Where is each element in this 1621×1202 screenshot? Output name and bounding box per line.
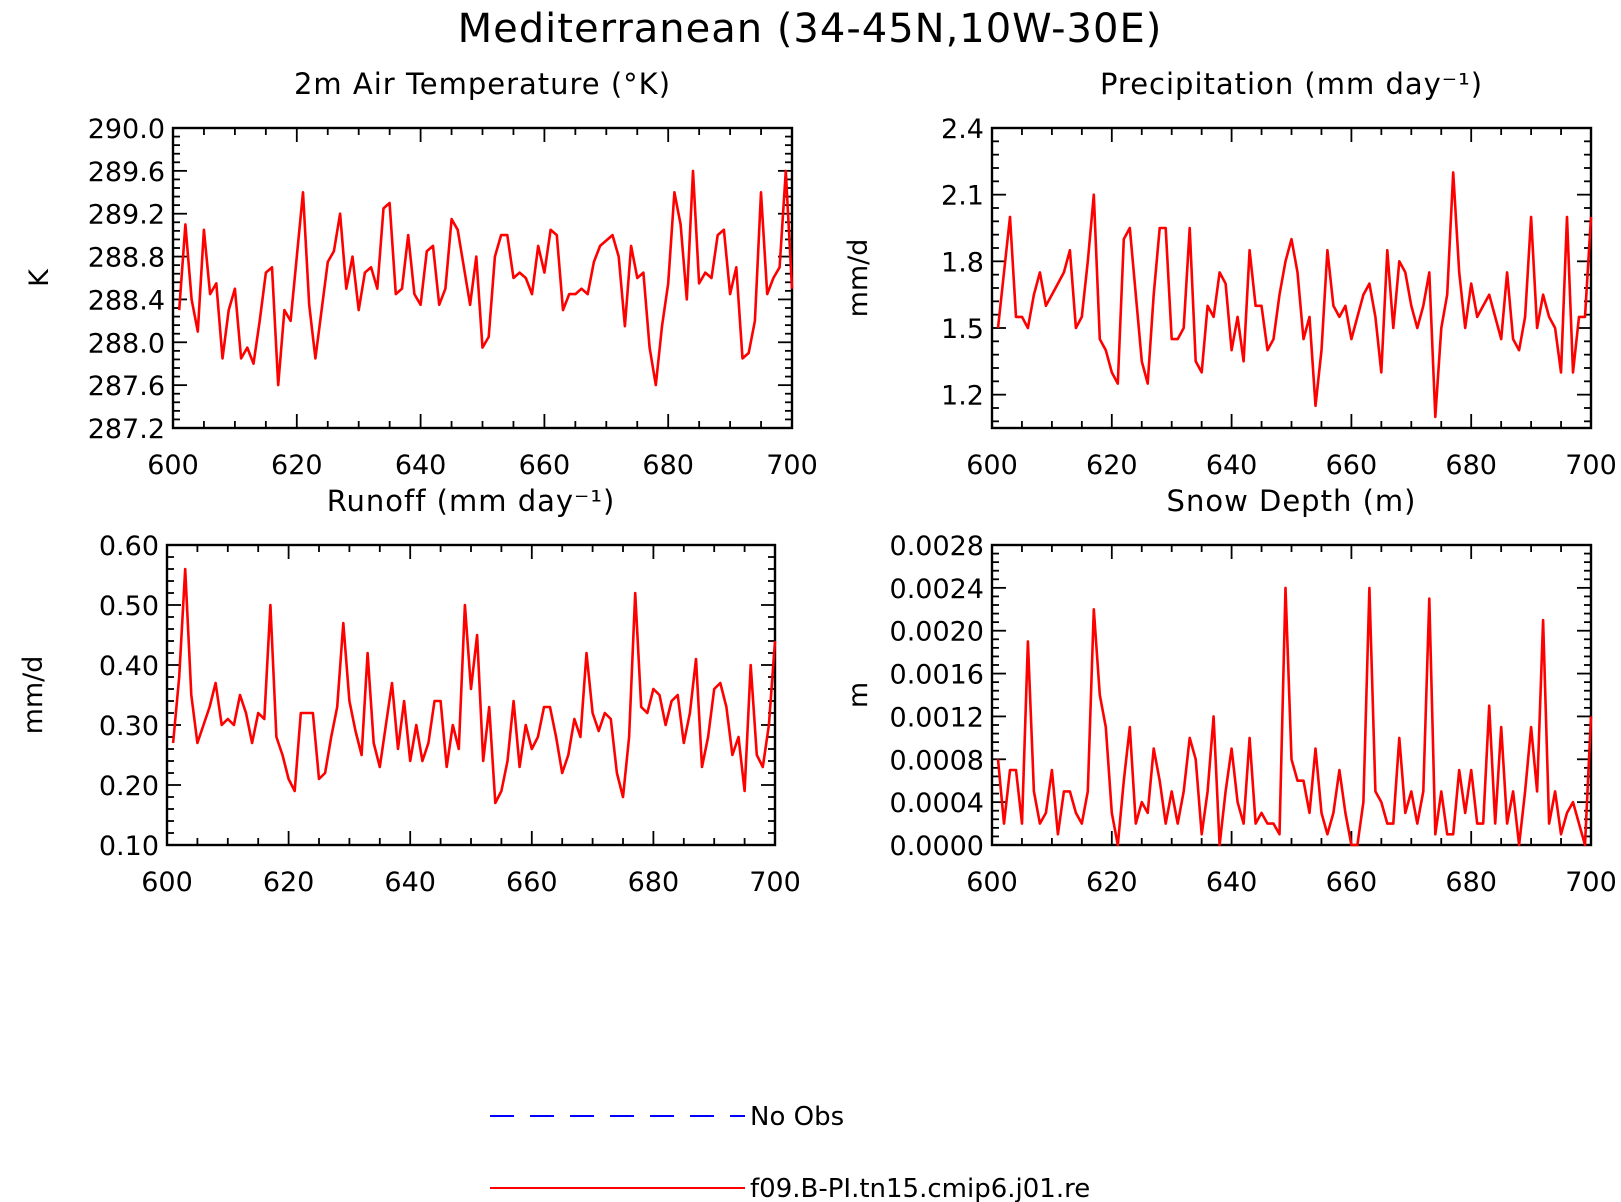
y-tick-label: 0.10 — [99, 831, 159, 862]
y-tick-label: 0.0008 — [890, 745, 984, 776]
y-axis-label: mm/d — [843, 239, 874, 318]
panel-title: Precipitation (mm day⁻¹) — [1100, 67, 1483, 101]
legend-label-model: f09.B-PI.tn15.cmip6.j01.re — [750, 1174, 1090, 1202]
x-tick-label: 680 — [642, 450, 694, 481]
series-line-air-temperature — [177, 169, 794, 387]
panel-air-temperature: 2m Air Temperature (°K) K 600 620 640 660 680 7… — [24, 67, 818, 481]
x-tick-label: 600 — [966, 450, 1018, 481]
panel-precipitation: Precipitation (mm day⁻¹) mm/d 600 620 640 660… — [843, 67, 1617, 481]
figure-title: Mediterranean (34-45N,10W-30E) — [458, 6, 1163, 52]
x-tick-label: 680 — [628, 867, 680, 898]
x-tick-label: 700 — [1565, 867, 1617, 898]
x-tick-label: 660 — [1326, 867, 1378, 898]
x-tick-label: 640 — [395, 450, 447, 481]
x-tick-label: 620 — [1086, 450, 1138, 481]
plot-frame — [990, 543, 1593, 847]
x-tick-label: 640 — [1206, 450, 1258, 481]
y-tick-label: 287.2 — [88, 414, 165, 445]
y-tick-label: 0.40 — [99, 651, 159, 682]
plot-frame — [165, 543, 777, 847]
x-tick-label: 640 — [384, 867, 436, 898]
y-tick-label: 1.5 — [941, 314, 984, 345]
y-tick-label: 289.6 — [88, 157, 165, 188]
y-tick-label: 0.0028 — [890, 531, 984, 562]
x-tick-label: 660 — [506, 867, 558, 898]
y-tick-label: 288.0 — [88, 328, 165, 359]
x-tick-label: 660 — [1326, 450, 1378, 481]
x-tick-label: 620 — [263, 867, 315, 898]
y-tick-label: 0.0024 — [890, 574, 984, 605]
series-line-snow-depth — [996, 586, 1593, 847]
y-tick-label: 0.0016 — [890, 660, 984, 691]
series-line-runoff — [171, 567, 777, 805]
y-tick-label: 288.4 — [88, 285, 165, 316]
y-tick-label: 0.0020 — [890, 617, 984, 648]
x-tick-label: 700 — [749, 867, 801, 898]
panel-title: 2m Air Temperature (°K) — [294, 67, 671, 101]
x-tick-label: 640 — [1206, 867, 1258, 898]
chart-panels: 2m Air Temperature (°K) K 600 620 640 660 680 7… — [18, 67, 1617, 898]
x-tick-label: 680 — [1445, 450, 1497, 481]
y-axis-label: mm/d — [18, 656, 49, 735]
y-tick-label: 2.4 — [941, 114, 984, 145]
y-tick-label: 0.50 — [99, 591, 159, 622]
panel-runoff: Runoff (mm day⁻¹) mm/d 600 620 640 660 680 700 0… — [18, 484, 801, 898]
y-tick-label: 288.8 — [88, 243, 165, 274]
x-tick-label: 700 — [766, 450, 818, 481]
legend-label-no-obs: No Obs — [750, 1102, 844, 1132]
y-tick-label: 1.8 — [941, 247, 984, 278]
panel-title: Snow Depth (m) — [1167, 484, 1417, 518]
panel-title: Runoff (mm day⁻¹) — [327, 484, 616, 518]
x-tick-label: 600 — [966, 867, 1018, 898]
x-tick-label: 700 — [1565, 450, 1617, 481]
y-tick-label: 287.6 — [88, 371, 165, 402]
y-tick-label: 0.0004 — [890, 788, 984, 819]
x-tick-label: 600 — [141, 867, 193, 898]
y-tick-label: 0.60 — [99, 531, 159, 562]
y-axis-label: K — [24, 268, 55, 287]
legend: No Obs f09.B-PI.tn15.cmip6.j01.re — [490, 1102, 1090, 1202]
x-tick-label: 680 — [1445, 867, 1497, 898]
y-axis-label: m — [843, 682, 874, 708]
y-tick-label: 290.0 — [88, 114, 165, 145]
series-line-precipitation — [996, 171, 1593, 419]
y-tick-label: 289.2 — [88, 200, 165, 231]
x-tick-label: 620 — [271, 450, 323, 481]
x-tick-label: 620 — [1086, 867, 1138, 898]
plot-frame — [990, 126, 1593, 430]
y-tick-label: 0.30 — [99, 711, 159, 742]
y-tick-label: 1.2 — [941, 381, 984, 412]
x-tick-label: 600 — [147, 450, 199, 481]
y-tick-label: 0.0000 — [890, 831, 984, 862]
panel-snow-depth: Snow Depth (m) m 600 620 640 660 680 700 0.0000 0… — [843, 484, 1617, 898]
y-tick-label: 0.20 — [99, 771, 159, 802]
x-tick-label: 660 — [519, 450, 571, 481]
y-tick-label: 2.1 — [941, 181, 984, 212]
y-tick-label: 0.0012 — [890, 702, 984, 733]
